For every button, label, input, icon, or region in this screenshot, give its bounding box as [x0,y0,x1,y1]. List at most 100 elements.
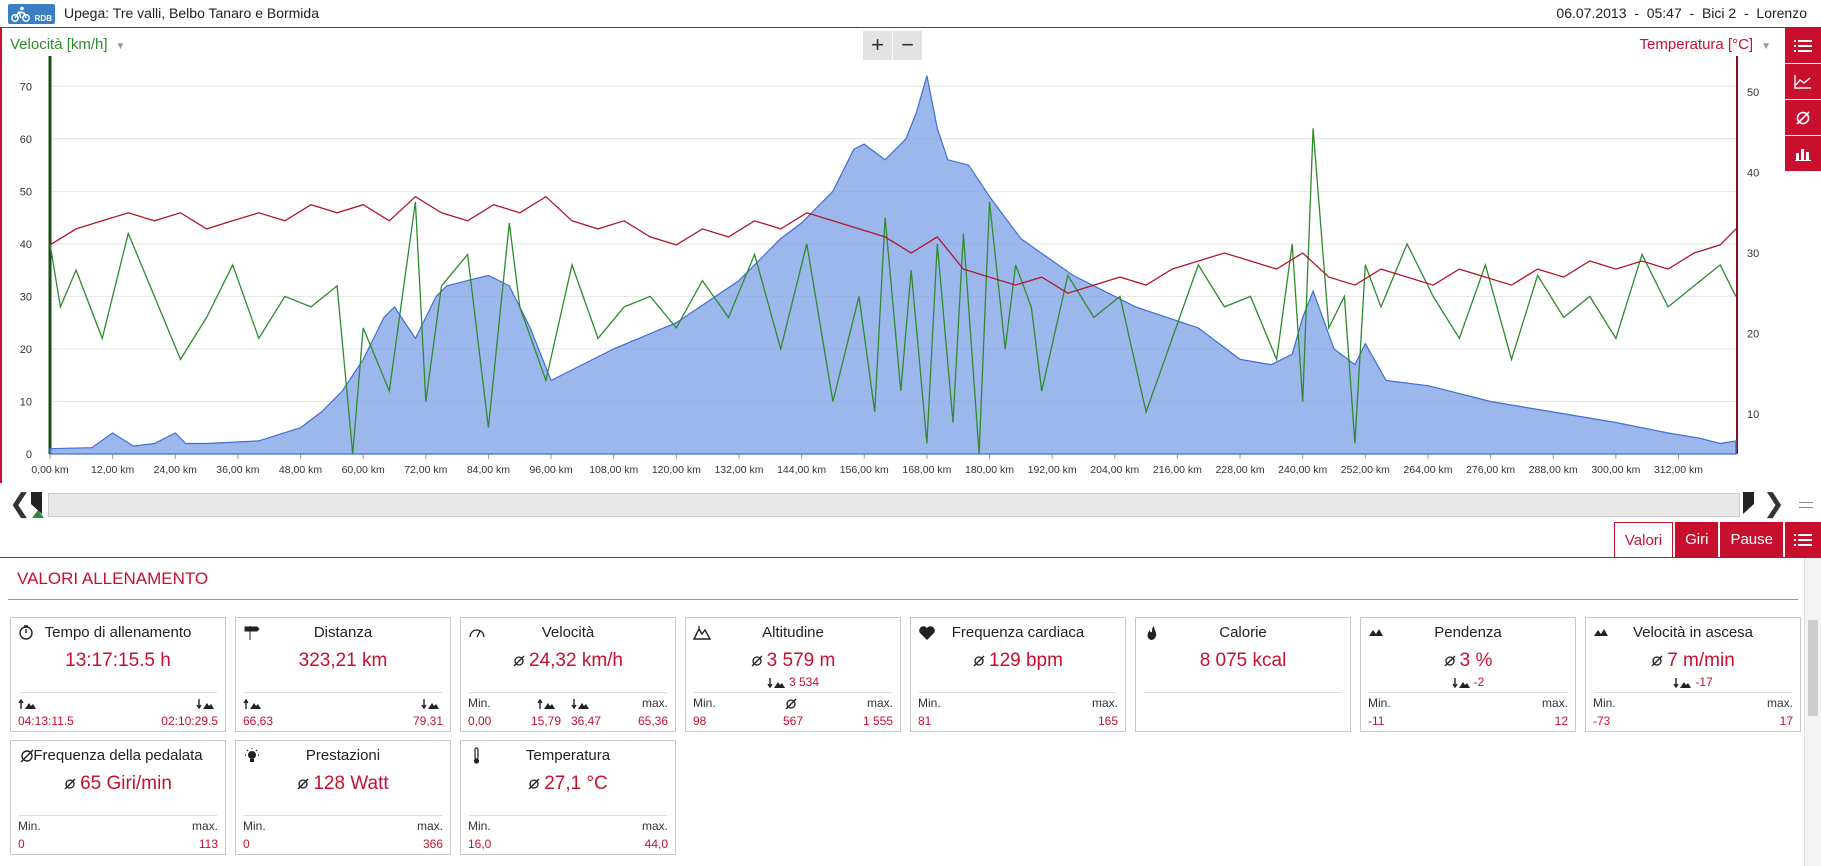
min-value: 98 [693,714,707,728]
descent-label [421,696,443,710]
left-axis-selector[interactable]: Velocità [km/h] ▼ [10,36,125,53]
right-axis-selector[interactable]: Temperatura [°C] ▼ [1640,36,1771,53]
x-tick-label: 288,00 km [1529,464,1578,476]
min-value: 0 [18,837,25,851]
stat-card-value: 65 Giri/min [11,773,225,795]
stat-right-value: 79,31 [412,714,443,728]
min-label: Min. [18,819,41,833]
list-icon [1794,39,1812,52]
zoom-in-button[interactable]: + [863,31,893,60]
ascent-label [243,696,265,710]
stat-card-sub-value: -2 [1473,675,1485,689]
y-left-tick-label: 10 [20,396,32,408]
stat-card-value: 13:17:15.5 h [11,650,225,672]
average-button[interactable] [1785,100,1821,135]
line-chart-button[interactable] [1785,64,1821,99]
x-tick-label: 240,00 km [1278,464,1327,476]
min-label: Min. [468,819,491,833]
tab-valori[interactable]: Valori [1613,522,1674,557]
average-icon [528,778,540,790]
y-right-tick-label: 10 [1747,409,1759,421]
climb-speed-icon [1594,629,1608,636]
stat-card-sub: 3 534 [686,675,900,689]
descent-icon [767,677,785,688]
stat-card-value: 129 bpm [911,650,1125,672]
line-chart-icon [1794,74,1811,89]
descent-average-value: 36,47 [571,714,602,728]
average-icon [1651,655,1663,667]
bar-chart-button[interactable] [1785,136,1821,171]
max-value: 44,0 [644,837,668,851]
list-icon [1794,533,1812,546]
min-label: Min. [693,696,716,710]
stat-card-tempo-di-allenamento: Tempo di allenamento 13:17:15.5 h 04:13:11… [10,617,226,732]
x-tick-label: 72,00 km [404,464,447,476]
x-tick-label: 168,00 km [902,464,951,476]
stat-card-value: 8 075 kcal [1136,650,1350,672]
average-icon [1796,110,1810,125]
flame-icon [1147,626,1157,640]
stat-card-title: Distanza [313,624,373,641]
descent-icon [196,698,214,709]
y-left-tick-label: 30 [20,291,32,303]
min-label: Min. [1368,696,1391,710]
list-view-button[interactable] [1785,28,1821,63]
workout-chart[interactable]: 0 10 20 30 40 50 60 70 10 20 30 40 50 0,00 km 12,00 km… [0,28,1785,488]
stat-card-temperatura: Temperatura 27,1 °C Min. max. 16,0 44,0 [460,740,676,855]
y-left-tick-label: 50 [20,186,32,198]
stat-card-separator [19,815,217,816]
zoom-out-button[interactable]: − [893,31,923,60]
max-label: max. [1091,696,1118,710]
stat-card-altitudine: Altitudine 3 579 m 3 534 Min. max. 98 1 555 567 [685,617,901,732]
stat-card-title: Calorie [1219,624,1267,641]
descent-icon [421,698,439,709]
timeline-track[interactable] [48,493,1740,517]
thermometer-icon [473,747,480,764]
ascent-label [18,696,40,710]
range-start-handle[interactable] [30,490,44,518]
ascent-icon [537,698,555,709]
stat-card-frequenza-della-pedalata: Frequenza della pedalata 65 Giri/min Min. m… [10,740,226,855]
tab-pause[interactable]: Pause [1720,522,1783,557]
panel-scrollbar[interactable] [1804,558,1821,866]
panel-tabs: Valori Giri Pause [1612,522,1821,557]
ascent-icon [243,698,261,709]
average-icon [973,655,985,667]
range-end-handle[interactable] [1741,490,1755,518]
min-value: 16,0 [468,837,492,851]
stat-card-velocit: Velocità 24,32 km/h Min. max. 0,00 65,36 15,79… [460,617,676,732]
stat-card-separator [469,815,667,816]
chevron-right-icon[interactable]: ❯ [1763,488,1785,518]
stat-card-sub-value: 3 534 [788,675,820,689]
bar-chart-icon [1795,148,1811,161]
stat-card-main-value: 323,21 km [298,650,388,671]
y-right-tick-label: 50 [1747,87,1759,99]
scrollbar-thumb[interactable] [1808,620,1818,716]
tab-giri[interactable]: Giri [1675,522,1719,557]
x-tick-label: 300,00 km [1591,464,1640,476]
stat-card-main-value: 129 bpm [989,650,1063,671]
panel-menu-button[interactable] [1785,522,1821,557]
stat-card-separator [19,692,217,693]
max-value: 17 [1779,714,1793,728]
stat-card-title: Frequenza della pedalata [33,747,203,764]
stat-card-prestazioni: Prestazioni 128 Watt Min. max. 0 366 [235,740,451,855]
stat-card-distanza: Distanza 323,21 km 66,63 79,31 [235,617,451,732]
resize-grip[interactable] [1799,502,1813,508]
stat-card-separator [469,692,667,693]
max-label: max. [416,819,443,833]
stat-card-separator [244,692,442,693]
stat-card-separator [919,692,1117,693]
x-tick-label: 96,00 km [529,464,572,476]
stat-card-title: Velocità [541,624,595,641]
y-right-tick-label: 40 [1747,168,1759,180]
x-tick-label: 132,00 km [714,464,763,476]
stat-card-title: Pendenza [1434,624,1502,641]
chevron-left-icon[interactable]: ❮ [9,488,31,518]
stat-card-main-value: 3 579 m [766,650,836,671]
max-label: max. [1541,696,1568,710]
x-tick-label: 252,00 km [1341,464,1390,476]
stat-card-value: 128 Watt [236,773,450,795]
descent-icon [571,698,589,709]
average-icon [1444,655,1456,667]
